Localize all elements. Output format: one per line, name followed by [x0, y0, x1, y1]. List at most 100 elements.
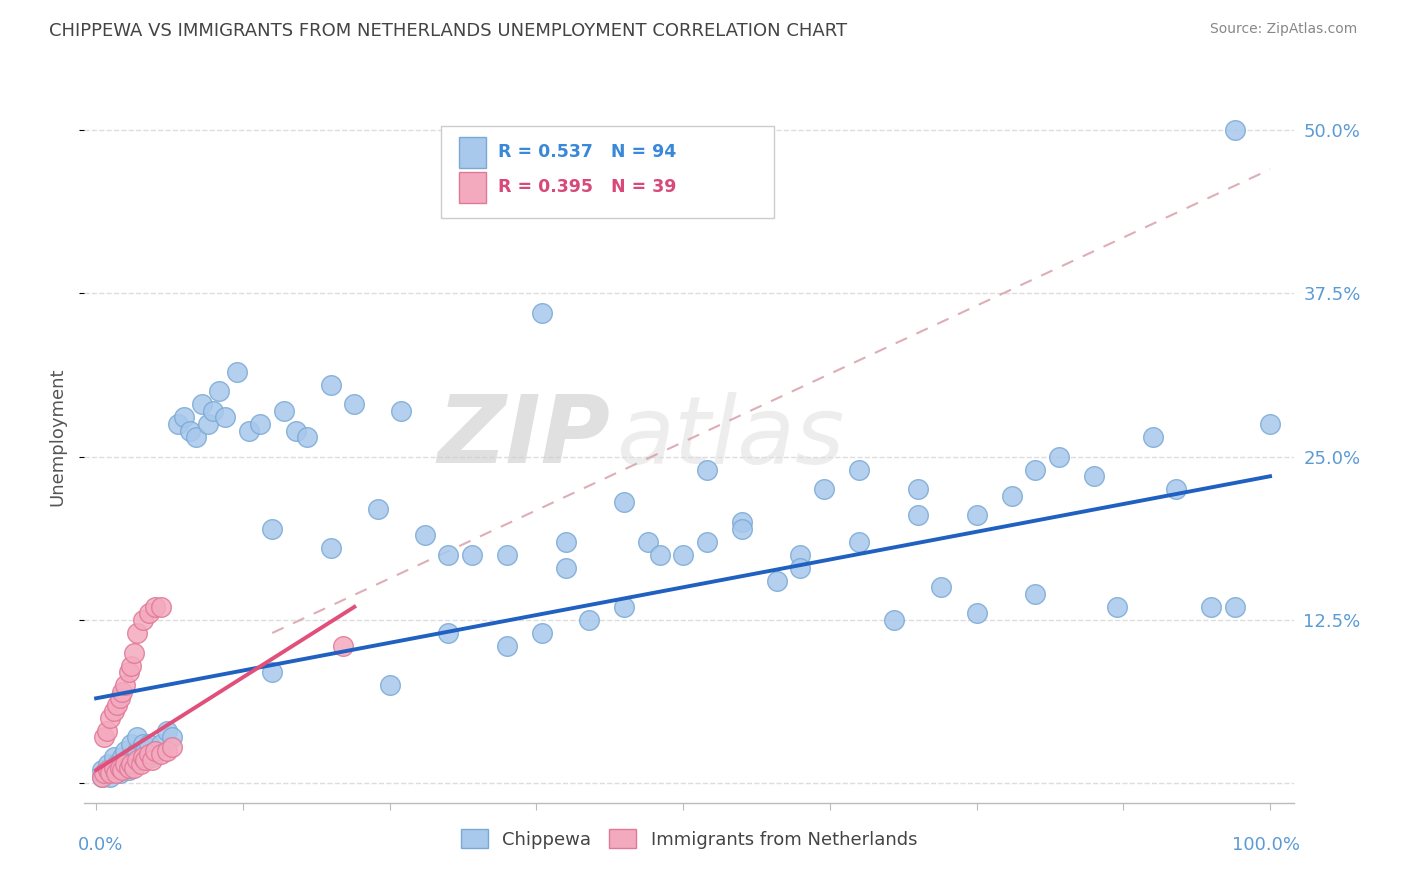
Legend: Chippewa, Immigrants from Netherlands: Chippewa, Immigrants from Netherlands	[453, 822, 925, 856]
Point	[138, 747, 160, 762]
Point	[143, 743, 166, 757]
Point	[554, 560, 576, 574]
Point	[91, 770, 114, 784]
Point	[1024, 463, 1046, 477]
Point	[931, 580, 953, 594]
Point	[297, 430, 319, 444]
Point	[98, 770, 121, 784]
Point	[103, 705, 125, 719]
Point	[143, 599, 166, 614]
Point	[118, 665, 141, 680]
Point	[184, 430, 207, 444]
Point	[132, 750, 155, 764]
Point	[132, 613, 155, 627]
Point	[141, 753, 163, 767]
Point	[103, 763, 125, 777]
Point	[1223, 599, 1246, 614]
Point	[149, 737, 172, 751]
Point	[531, 306, 554, 320]
Point	[122, 756, 145, 771]
Point	[91, 763, 114, 777]
Point	[1024, 587, 1046, 601]
Point	[162, 731, 184, 745]
Point	[96, 723, 118, 738]
Point	[319, 541, 342, 555]
Point	[883, 613, 905, 627]
Point	[108, 765, 131, 780]
Point	[496, 548, 519, 562]
Point	[648, 548, 671, 562]
Point	[134, 753, 156, 767]
Point	[613, 599, 636, 614]
Point	[132, 750, 155, 764]
Text: Source: ZipAtlas.com: Source: ZipAtlas.com	[1209, 22, 1357, 37]
Point	[284, 424, 307, 438]
Text: 0.0%: 0.0%	[79, 836, 124, 854]
Point	[179, 424, 201, 438]
Point	[273, 404, 295, 418]
Point	[149, 599, 172, 614]
Point	[114, 743, 136, 757]
Point	[789, 548, 811, 562]
Point	[262, 665, 284, 680]
Point	[1223, 123, 1246, 137]
Point	[114, 756, 136, 771]
Text: atlas: atlas	[616, 392, 845, 483]
Point	[332, 639, 354, 653]
Point	[1047, 450, 1070, 464]
Point	[1258, 417, 1281, 431]
Point	[93, 731, 115, 745]
Point	[162, 739, 184, 754]
Point	[138, 607, 160, 621]
Point	[1166, 483, 1188, 497]
Point	[138, 737, 160, 751]
Point	[120, 658, 142, 673]
Point	[413, 528, 436, 542]
Point	[226, 365, 249, 379]
Point	[98, 711, 121, 725]
Point	[108, 760, 131, 774]
Point	[93, 765, 115, 780]
Text: 100.0%: 100.0%	[1232, 836, 1299, 854]
Point	[966, 607, 988, 621]
Point	[114, 678, 136, 692]
Point	[155, 743, 177, 757]
Point	[578, 613, 600, 627]
Point	[127, 626, 149, 640]
Point	[1083, 469, 1105, 483]
Point	[167, 417, 190, 431]
Text: R = 0.395   N = 39: R = 0.395 N = 39	[498, 178, 676, 196]
Point	[122, 760, 145, 774]
Point	[672, 548, 695, 562]
Point	[531, 626, 554, 640]
Point	[122, 646, 145, 660]
Point	[134, 743, 156, 757]
Point	[105, 756, 128, 771]
Y-axis label: Unemployment: Unemployment	[48, 368, 66, 507]
Point	[91, 770, 114, 784]
FancyBboxPatch shape	[460, 137, 486, 168]
Point	[343, 397, 366, 411]
Point	[389, 404, 412, 418]
Point	[731, 521, 754, 535]
FancyBboxPatch shape	[460, 172, 486, 203]
Point	[437, 626, 460, 640]
Point	[108, 691, 131, 706]
Text: ZIP: ZIP	[437, 391, 610, 483]
Point	[105, 765, 128, 780]
Point	[97, 763, 120, 777]
Point	[966, 508, 988, 523]
Point	[103, 760, 125, 774]
Point	[378, 678, 401, 692]
Point	[111, 763, 134, 777]
Point	[813, 483, 835, 497]
Point	[238, 424, 260, 438]
Point	[461, 548, 484, 562]
Point	[613, 495, 636, 509]
Point	[197, 417, 219, 431]
Point	[111, 685, 134, 699]
Text: R = 0.537   N = 94: R = 0.537 N = 94	[498, 143, 676, 161]
Point	[437, 548, 460, 562]
Point	[766, 574, 789, 588]
Point	[118, 760, 141, 774]
